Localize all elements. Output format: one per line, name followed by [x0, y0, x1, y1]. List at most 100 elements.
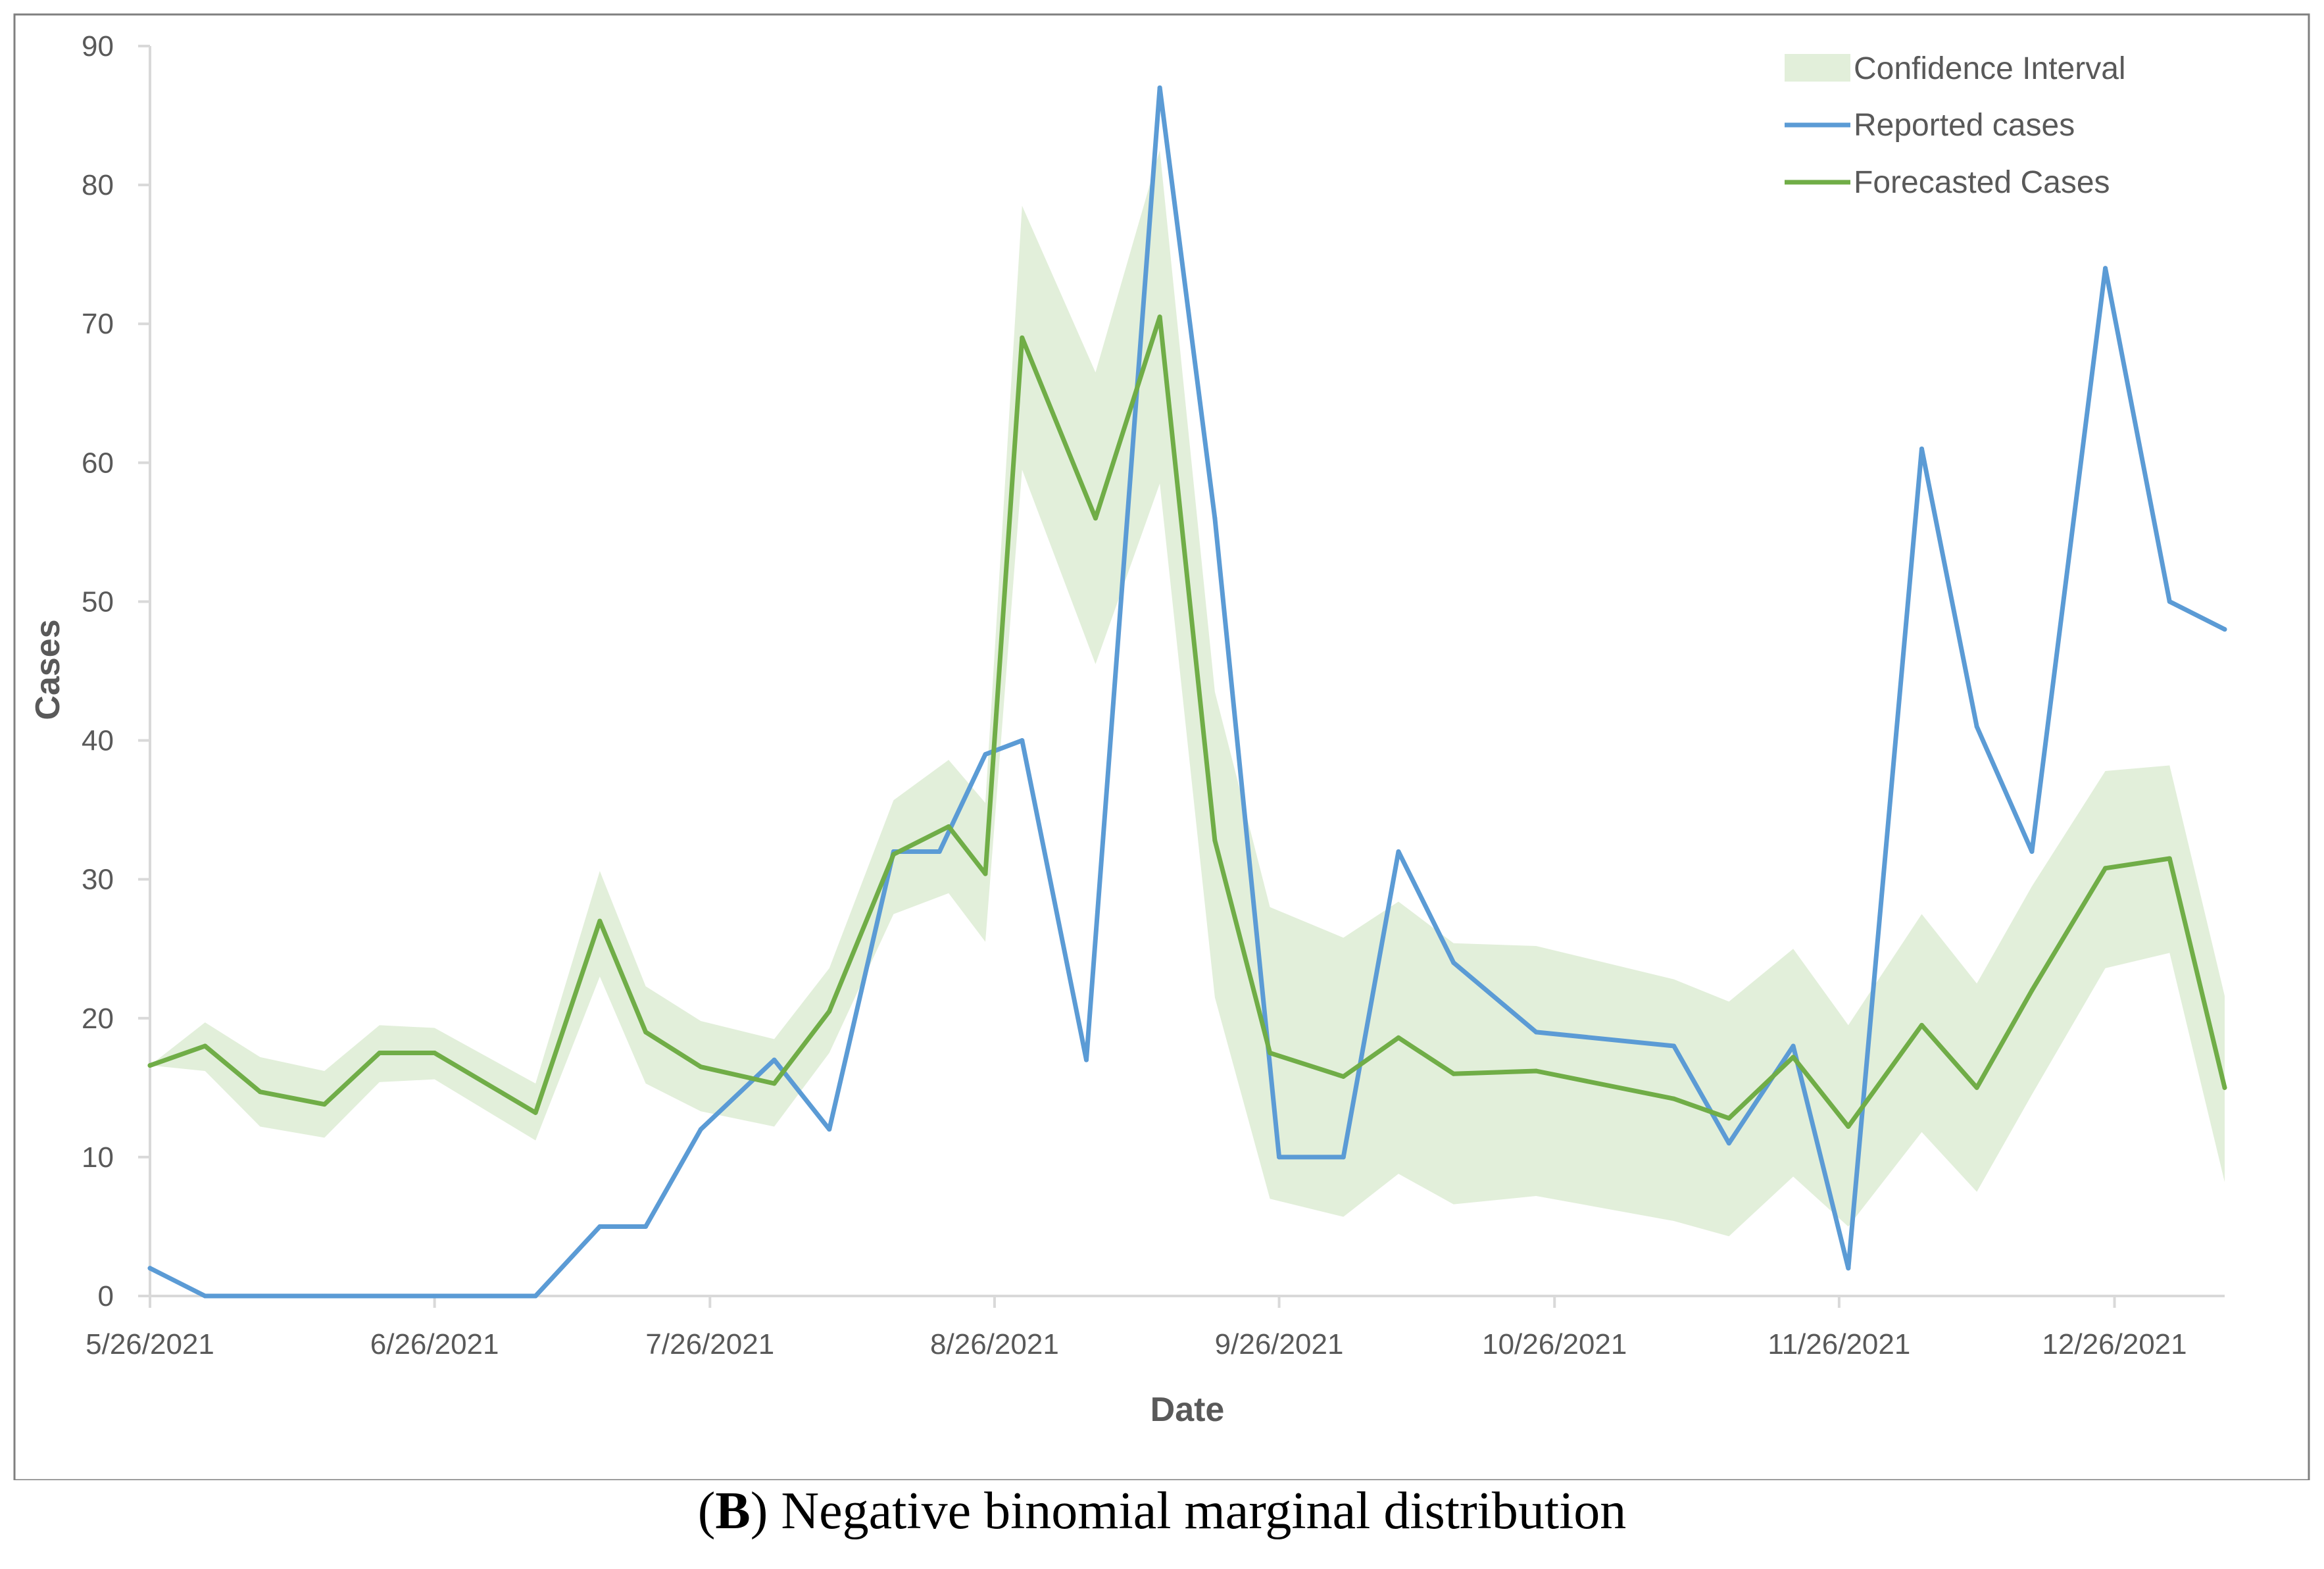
confidence-interval-layer: [150, 150, 2225, 1237]
data-point-forecasted-cases: [2167, 856, 2172, 861]
caption-panel-letter: B: [715, 1482, 751, 1540]
data-point-reported-cases: [2103, 266, 2108, 271]
data-point-forecasted-cases: [1020, 335, 1025, 340]
y-tick-label: 80: [82, 169, 114, 201]
data-point-reported-cases: [1020, 738, 1025, 743]
data-point-reported-cases: [1533, 1030, 1539, 1035]
data-point-reported-cases: [1451, 960, 1456, 965]
data-point-forecasted-cases: [698, 1064, 703, 1070]
data-point-forecasted-cases: [891, 852, 896, 857]
x-tick-label: 5/26/2021: [86, 1328, 214, 1360]
caption-text: Negative binomial marginal distribution: [768, 1482, 1627, 1540]
data-point-reported-cases: [1671, 1043, 1677, 1049]
data-point-reported-cases: [983, 752, 988, 757]
data-point-reported-cases: [1919, 446, 1924, 451]
data-point-forecasted-cases: [772, 1081, 777, 1086]
data-point-forecasted-cases: [1791, 1055, 1796, 1060]
chart-area: 0 10 20 30 40 50 60 70 80 90 5/26/2021 6/26/2021 7/…: [13, 13, 2310, 1480]
data-point-forecasted-cases: [1533, 1068, 1539, 1074]
data-point-reported-cases: [1083, 1057, 1089, 1062]
data-point-reported-cases: [1277, 1155, 1282, 1160]
y-tick-label: 40: [82, 725, 114, 757]
data-point-forecasted-cases: [432, 1051, 437, 1056]
data-point-reported-cases: [772, 1057, 777, 1062]
data-point-reported-cases: [147, 1266, 153, 1271]
x-tick-label: 11/26/2021: [1768, 1328, 1910, 1360]
x-tick-label: 8/26/2021: [930, 1328, 1059, 1360]
legend-label-forecasted-cases: Forecasted Cases: [1854, 165, 2110, 200]
data-point-reported-cases: [1396, 849, 1401, 854]
data-point-forecasted-cases: [377, 1051, 382, 1056]
data-point-reported-cases: [937, 849, 942, 854]
data-point-forecasted-cases: [1268, 1051, 1273, 1056]
data-point-forecasted-cases: [2029, 988, 2035, 993]
legend-label-confidence-interval: Confidence Interval: [1854, 51, 2126, 86]
data-point-reported-cases: [1974, 724, 1979, 729]
data-point-forecasted-cases: [203, 1043, 208, 1049]
confidence-interval-band: [150, 150, 2225, 1237]
data-point-reported-cases: [1157, 85, 1162, 90]
data-point-reported-cases: [1846, 1266, 1851, 1271]
caption-close-paren: ): [750, 1482, 768, 1540]
data-point-reported-cases: [1726, 1141, 1731, 1146]
legend-swatch-confidence-interval: [1785, 54, 1850, 82]
x-tick-labels: 5/26/2021 6/26/2021 7/26/2021 8/26/2021 9/26…: [86, 1328, 2187, 1360]
data-point-forecasted-cases: [1726, 1116, 1731, 1121]
data-point-forecasted-cases: [147, 1063, 153, 1068]
x-tick-label: 7/26/2021: [645, 1328, 774, 1360]
data-point-reported-cases: [698, 1127, 703, 1132]
y-tick-label: 0: [98, 1280, 114, 1312]
data-point-reported-cases: [643, 1224, 649, 1229]
x-tick-label: 9/26/2021: [1215, 1328, 1344, 1360]
y-tick-label: 70: [82, 308, 114, 340]
figure-caption: (B) Negative binomial marginal distribut…: [0, 1482, 2324, 1541]
data-point-reported-cases: [2222, 627, 2227, 632]
data-point-reported-cases: [2167, 599, 2172, 604]
data-point-reported-cases: [322, 1293, 327, 1299]
data-point-forecasted-cases: [2222, 1085, 2227, 1090]
y-axis-title: Cases: [29, 619, 67, 720]
y-tick-label: 50: [82, 585, 114, 618]
x-tick-label: 12/26/2021: [2042, 1328, 2187, 1360]
data-point-forecasted-cases: [827, 1009, 832, 1014]
y-tick-label: 20: [82, 1003, 114, 1035]
data-point-reported-cases: [487, 1293, 492, 1299]
data-point-forecasted-cases: [643, 1030, 649, 1035]
data-point-forecasted-cases: [1846, 1124, 1851, 1129]
data-point-forecasted-cases: [1093, 516, 1098, 521]
data-point-forecasted-cases: [1919, 1022, 1924, 1028]
data-point-forecasted-cases: [946, 824, 951, 829]
data-point-forecasted-cases: [2103, 866, 2108, 871]
y-tick-label: 90: [82, 30, 114, 62]
data-point-reported-cases: [1341, 1155, 1346, 1160]
x-tick-label: 6/26/2021: [370, 1328, 499, 1360]
legend-label-reported-cases: Reported cases: [1854, 108, 2075, 143]
data-point-reported-cases: [533, 1293, 538, 1299]
data-point-reported-cases: [1791, 1043, 1796, 1049]
data-point-forecasted-cases: [983, 871, 988, 876]
data-point-forecasted-cases: [1341, 1074, 1346, 1079]
data-point-forecasted-cases: [1157, 314, 1162, 320]
y-tick-labels: 0 10 20 30 40 50 60 70 80 90: [82, 30, 114, 1312]
data-point-forecasted-cases: [1212, 838, 1218, 843]
data-point-reported-cases: [827, 1127, 832, 1132]
legend: Confidence Interval Reported cases Forec…: [1785, 51, 2126, 200]
x-axis-title: Date: [1150, 1391, 1225, 1429]
data-point-forecasted-cases: [257, 1089, 262, 1095]
data-point-forecasted-cases: [322, 1102, 327, 1107]
x-tick-label: 10/26/2021: [1482, 1328, 1627, 1360]
series-lines-layer: [147, 85, 2227, 1299]
data-point-forecasted-cases: [1451, 1071, 1456, 1076]
data-point-reported-cases: [597, 1224, 603, 1229]
data-point-reported-cases: [2029, 849, 2035, 854]
y-tick-label: 60: [82, 447, 114, 479]
data-point-forecasted-cases: [533, 1110, 538, 1115]
data-point-reported-cases: [203, 1293, 208, 1299]
data-point-forecasted-cases: [1974, 1085, 1979, 1090]
data-point-reported-cases: [1212, 516, 1218, 521]
data-point-forecasted-cases: [1396, 1035, 1401, 1040]
data-point-reported-cases: [257, 1293, 262, 1299]
data-point-forecasted-cases: [597, 918, 603, 924]
data-point-forecasted-cases: [1671, 1096, 1677, 1101]
caption-open-paren: (: [697, 1482, 716, 1540]
